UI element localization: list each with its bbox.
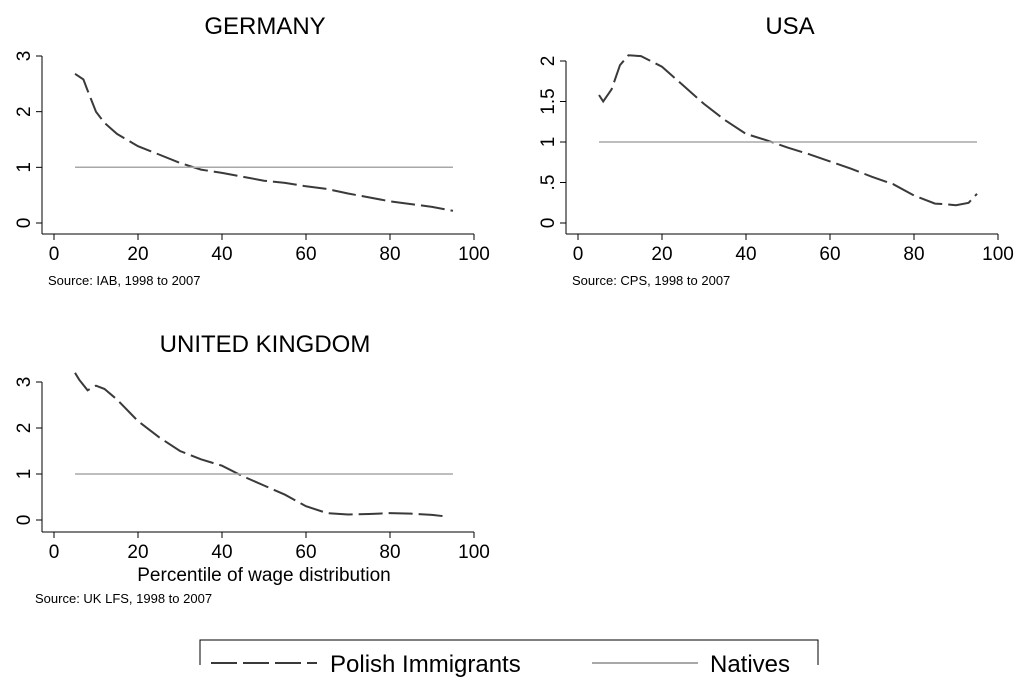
y-tick-label: 0 <box>14 218 35 229</box>
x-tick-label: 20 <box>651 244 672 265</box>
x-tick-label: 20 <box>127 542 148 563</box>
x-tick-label: 60 <box>295 244 316 265</box>
panel-title: UNITED KINGDOM <box>160 331 371 358</box>
y-tick-label: 1.5 <box>538 88 559 114</box>
source-note: Source: UK LFS, 1998 to 2007 <box>35 591 212 606</box>
x-tick-label: 20 <box>127 244 148 265</box>
panel-united-kingdom: UNITED KINGDOM 0 20 40 60 80 100 0 1 2 3 Percenti… <box>14 331 490 606</box>
y-tick-label: 3 <box>14 51 35 62</box>
x-tick-label: 40 <box>735 244 756 265</box>
x-tick-label: 40 <box>211 542 232 563</box>
legend-box <box>199 639 819 665</box>
x-tick-label: 80 <box>379 244 400 265</box>
y-tick-label: 0 <box>14 515 35 526</box>
panel-usa: USA 0 20 40 60 80 100 0 .5 1 1.5 2 Source: CPS, 19… <box>538 13 1014 288</box>
series-line-polish-immigrants <box>74 72 454 212</box>
series-line-polish-immigrants <box>74 372 445 518</box>
plot-area: 0 20 40 60 80 100 0 1 2 3 <box>14 372 490 563</box>
y-tick-label: 1 <box>14 469 35 480</box>
series-line-polish-immigrants <box>598 54 978 207</box>
source-note: Source: CPS, 1998 to 2007 <box>572 273 730 288</box>
x-tick-label: 0 <box>573 244 584 265</box>
y-tick-label: 2 <box>14 106 35 117</box>
x-tick-label: 60 <box>819 244 840 265</box>
y-tick-label: 1 <box>14 162 35 173</box>
y-tick-label: 0 <box>538 218 559 229</box>
x-tick-label: 80 <box>903 244 924 265</box>
plot-area: 0 20 40 60 80 100 0 .5 1 1.5 2 <box>538 54 1014 265</box>
plot-area: 0 20 40 60 80 100 0 1 2 3 <box>14 51 490 265</box>
x-tick-label: 0 <box>49 542 60 563</box>
y-tick-label: 3 <box>14 377 35 388</box>
x-tick-label: 100 <box>982 244 1014 265</box>
y-tick-label: .5 <box>538 175 559 191</box>
x-tick-label: 60 <box>295 542 316 563</box>
panel-title: USA <box>765 13 814 40</box>
x-tick-label: 100 <box>458 542 490 563</box>
x-tick-label: 80 <box>379 542 400 563</box>
y-tick-label: 2 <box>14 423 35 434</box>
x-tick-label: 0 <box>49 244 60 265</box>
legend: Polish Immigrants Natives <box>199 639 819 678</box>
x-tick-label: 40 <box>211 244 232 265</box>
legend-label-polish-immigrants: Polish Immigrants <box>330 651 521 678</box>
source-note: Source: IAB, 1998 to 2007 <box>48 273 201 288</box>
x-tick-label: 100 <box>458 244 490 265</box>
legend-label-natives: Natives <box>710 651 790 678</box>
y-tick-label: 2 <box>538 56 559 67</box>
panel-germany: GERMANY 0 20 40 60 80 100 0 1 2 3 Source: IAB, 19… <box>14 13 490 288</box>
panel-title: GERMANY <box>204 13 325 40</box>
x-axis-label: Percentile of wage distribution <box>137 565 390 586</box>
y-tick-label: 1 <box>538 137 559 148</box>
